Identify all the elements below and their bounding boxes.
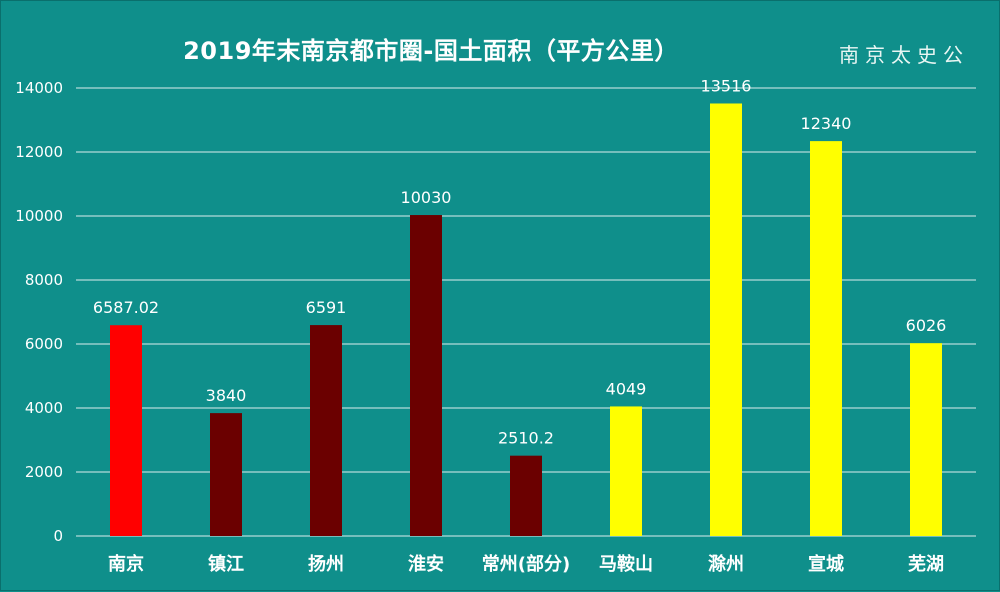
x-tick-label: 淮安	[408, 553, 444, 575]
bars	[110, 103, 942, 537]
bar	[710, 103, 742, 536]
y-tick-label: 14000	[15, 79, 63, 97]
data-labels: 6587.02 3840 6591 10030 2510.2 4049 13516 12340…	[93, 76, 946, 447]
x-tick-label: 镇江	[208, 553, 244, 575]
data-label: 6587.02	[93, 298, 159, 317]
y-tick-label: 10000	[15, 207, 63, 225]
data-label: 4049	[606, 379, 647, 398]
bar	[810, 141, 842, 536]
bar	[510, 455, 542, 536]
watermark-text: 南京太史公	[839, 43, 969, 67]
data-label: 3840	[206, 386, 247, 405]
x-tick-label: 宣城	[808, 553, 844, 575]
y-tick-label: 2000	[25, 463, 63, 481]
x-tick-label: 南京	[108, 553, 144, 575]
x-tick-label: 扬州	[308, 553, 344, 575]
chart-title: 2019年末南京都市圈-国土面积（平方公里）	[183, 37, 679, 65]
bar	[310, 325, 342, 536]
data-label: 2510.2	[498, 429, 554, 448]
data-label: 6591	[306, 298, 347, 317]
bar	[410, 215, 442, 537]
x-tick-label: 滁州	[708, 553, 744, 575]
y-tick-label: 8000	[25, 271, 63, 289]
y-tick-label: 0	[53, 527, 63, 545]
bar	[110, 325, 142, 536]
data-label: 6026	[906, 316, 947, 335]
y-tick-label: 6000	[25, 335, 63, 353]
data-label: 12340	[801, 114, 852, 133]
data-label: 13516	[701, 76, 752, 95]
data-label: 10030	[401, 188, 452, 207]
x-axis: 南京 镇江 扬州 淮安 常州(部分) 马鞍山 滁州 宣城 芜湖	[108, 553, 944, 575]
x-tick-label: 芜湖	[908, 553, 944, 575]
y-tick-label: 4000	[25, 399, 63, 417]
bar	[910, 343, 942, 536]
x-tick-label: 常州(部分)	[482, 553, 570, 575]
bar	[210, 413, 242, 536]
bar	[610, 406, 642, 536]
y-tick-label: 12000	[15, 143, 63, 161]
y-axis: 0 2000 4000 6000 8000 10000 12000 14000	[15, 79, 63, 545]
x-tick-label: 马鞍山	[599, 553, 653, 575]
